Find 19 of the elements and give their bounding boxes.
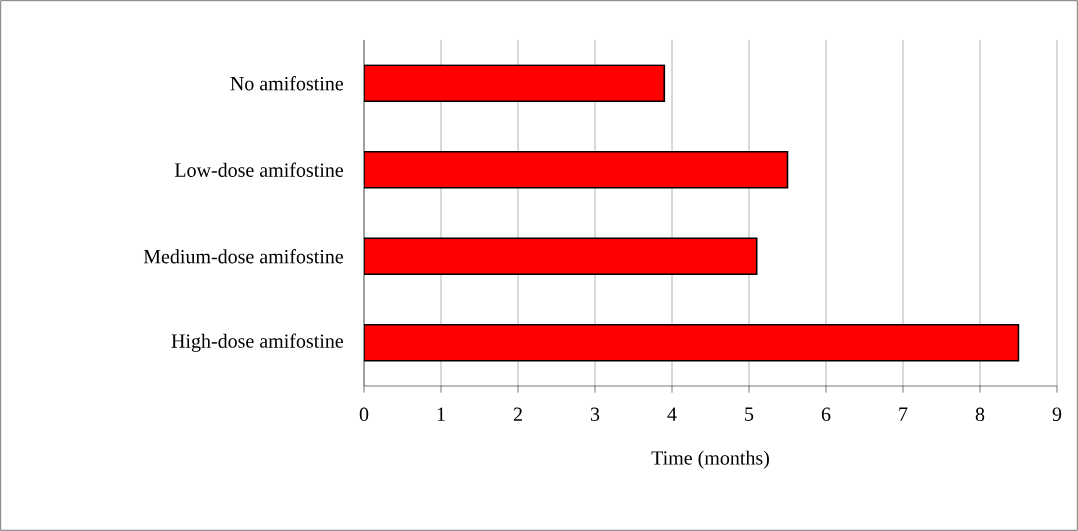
x-tick-label: 6 — [821, 407, 831, 422]
y-tick-label: Low-dose amifostine — [174, 162, 344, 177]
x-tick-label: 8 — [975, 407, 985, 422]
x-tick-label: 2 — [513, 407, 522, 421]
bar — [364, 237, 758, 276]
x-tick-label: 4 — [667, 407, 677, 421]
bar — [364, 150, 789, 189]
x-tick-label: 0 — [359, 407, 369, 422]
x-tick-label: 1 — [437, 407, 445, 421]
bar — [364, 323, 1020, 362]
bar — [364, 64, 666, 103]
y-tick-label: Medium-dose amifostine — [143, 249, 344, 264]
x-tick-label: 3 — [590, 407, 600, 422]
y-tick-label: High-dose amifostine — [171, 333, 344, 352]
x-axis-title: Time (months) — [651, 450, 769, 469]
x-tick-label: 5 — [745, 407, 754, 421]
x-tick-label: 9 — [1052, 407, 1062, 422]
x-tick-label: 7 — [899, 407, 908, 421]
y-tick-label: No amifostine — [230, 76, 344, 91]
